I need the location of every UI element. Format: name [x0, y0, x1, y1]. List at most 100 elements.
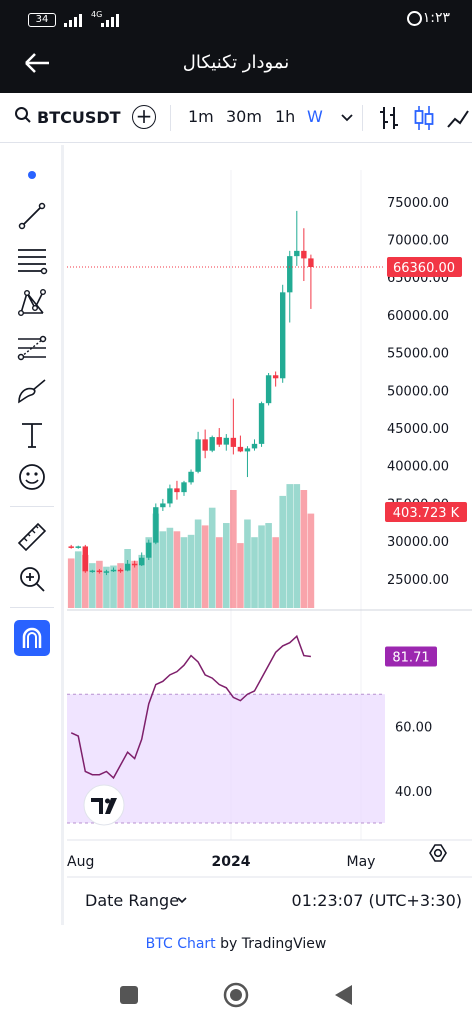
svg-text:81.71: 81.71 — [392, 650, 429, 665]
candle-body — [167, 488, 173, 504]
volume-bar — [173, 531, 181, 608]
candle-body — [188, 471, 194, 483]
chart-settings-icon[interactable] — [429, 844, 447, 862]
timeframe-30m[interactable]: 30m — [226, 107, 262, 126]
line-chart-type-icon[interactable] — [446, 105, 472, 135]
candle-body — [244, 448, 251, 452]
zoom-in-icon[interactable] — [14, 561, 50, 597]
tradingview-logo — [83, 784, 125, 826]
candle-body — [68, 546, 74, 548]
price-tick: 45000.00 — [387, 422, 449, 437]
volume-bar — [223, 523, 230, 608]
volume-bar — [96, 560, 103, 608]
app-bar: نمودار تکنیکال — [0, 38, 472, 93]
volume-label: 403.723 K — [385, 502, 467, 522]
candle-body — [216, 437, 222, 445]
trend-line-icon[interactable] — [14, 198, 50, 234]
chart-toolbar: BTCUSDT + 1m 30m 1h W — [0, 93, 472, 143]
emoji-icon[interactable] — [14, 459, 50, 495]
add-symbol-button[interactable]: + — [132, 105, 156, 129]
symbol-search[interactable]: BTCUSDT — [14, 106, 121, 128]
candle-body — [280, 292, 286, 379]
volume-bar — [230, 490, 237, 608]
candle-body — [89, 570, 96, 573]
x-tick-2024: 2024 — [212, 854, 251, 870]
divider — [10, 506, 54, 507]
date-range-button[interactable]: Date Range — [85, 891, 187, 910]
search-icon — [14, 106, 32, 128]
cursor-dot-icon[interactable] — [14, 157, 50, 193]
candle-body — [139, 557, 145, 566]
horizontal-lines-icon[interactable] — [14, 242, 50, 278]
volume-bar — [286, 484, 294, 608]
chart-area[interactable]: 75000.00 70000.00 65000.00 60000.00 55000.00… — [67, 145, 472, 925]
volume-bar — [208, 507, 216, 608]
status-time: ۱:۲۳ — [422, 10, 450, 26]
home-icon[interactable] — [223, 982, 249, 1008]
price-tick: 60000.00 — [387, 309, 449, 324]
status-bar: 34 4G ۱:۲۳ — [0, 0, 472, 38]
page-title: نمودار تکنیکال — [182, 52, 290, 73]
pattern-icon[interactable] — [14, 285, 50, 321]
btc-chart-link[interactable]: BTC Chart — [145, 936, 216, 952]
price-tick: 75000.00 — [387, 196, 449, 211]
volume-bar — [138, 554, 145, 608]
timeframe-1h[interactable]: 1h — [275, 107, 296, 126]
network-label: 4G — [91, 10, 103, 19]
volume-bar — [279, 495, 286, 608]
candle-body — [146, 542, 152, 558]
candle-body — [258, 403, 265, 444]
divider — [10, 607, 54, 608]
price-tick: 30000.00 — [387, 535, 449, 550]
fib-retracement-icon[interactable] — [14, 330, 50, 366]
back-icon[interactable] — [335, 985, 352, 1005]
text-icon[interactable] — [14, 417, 50, 453]
candle-body — [230, 437, 237, 447]
volume-bar — [89, 563, 96, 608]
candle-body — [110, 569, 117, 572]
timeframe-w[interactable]: W — [307, 107, 323, 126]
volume-bar — [293, 484, 301, 608]
candle-body — [202, 439, 208, 451]
price-tick: 70000.00 — [387, 234, 449, 249]
candle-body — [103, 571, 110, 573]
volume-bar — [180, 537, 188, 608]
x-tick-aug: Aug — [67, 854, 94, 870]
volume-bar — [159, 531, 167, 608]
chevron-down-icon — [177, 897, 187, 904]
price-tick: 55000.00 — [387, 347, 449, 362]
candles-chart-type-icon[interactable] — [412, 105, 436, 135]
candle-body — [237, 446, 244, 452]
bar-chart-type-icon[interactable] — [377, 105, 401, 135]
candle-body — [272, 375, 279, 379]
price-chart[interactable]: 75000.0070000.0065000.0060000.0055000.00… — [67, 145, 472, 925]
alarm-icon — [407, 11, 422, 26]
volume-bar — [194, 519, 202, 608]
candle-body — [75, 546, 81, 548]
battery-indicator: 34 — [28, 13, 56, 27]
volume-bar — [166, 527, 174, 608]
volume-bar — [82, 554, 89, 608]
chevron-down-icon[interactable] — [340, 104, 354, 136]
candle-body — [153, 507, 159, 543]
rsi-tick: 60.00 — [395, 720, 432, 735]
drawing-toolbar — [0, 145, 64, 925]
candle-body — [181, 482, 187, 493]
volume-bar — [237, 543, 244, 608]
svg-text:Date Range: Date Range — [85, 891, 179, 910]
brush-icon[interactable] — [14, 373, 50, 409]
candle-body — [308, 258, 314, 267]
candle-body — [209, 437, 215, 451]
volume-bar — [201, 525, 209, 608]
timezone-clock[interactable]: 01:23:07 (UTC+3:30) — [292, 891, 462, 910]
recents-icon[interactable] — [120, 986, 138, 1004]
candle-body — [294, 250, 300, 257]
attribution-suffix: by TradingView — [215, 936, 327, 952]
ruler-icon[interactable] — [14, 519, 50, 555]
back-arrow-icon[interactable] — [22, 48, 52, 84]
volume-bar — [110, 565, 117, 608]
magnet-icon[interactable] — [14, 620, 50, 656]
volume-bar — [67, 558, 75, 608]
rsi-tick: 40.00 — [395, 785, 432, 800]
timeframe-1m[interactable]: 1m — [188, 107, 214, 126]
